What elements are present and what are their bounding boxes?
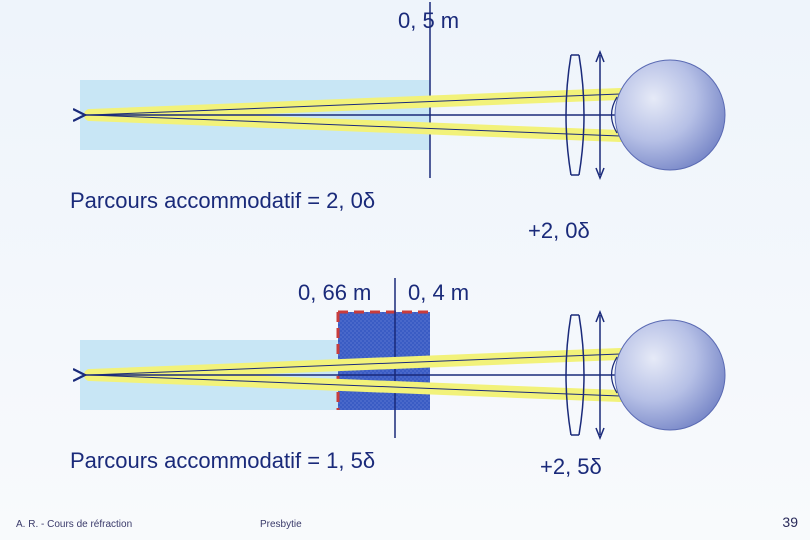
label-top-distance: 0, 5 m — [398, 8, 459, 34]
footer-mid: Presbytie — [260, 519, 302, 530]
eye-1 — [615, 60, 725, 170]
label-diopter-2: +2, 5δ — [540, 454, 602, 480]
diagram-bottom — [80, 278, 725, 438]
label-mid-d2: 0, 4 m — [408, 280, 469, 306]
footer-left: A. R. - Cours de réfraction — [16, 519, 132, 530]
footer-page: 39 — [782, 514, 798, 530]
label-diopter-1: +2, 0δ — [528, 218, 590, 244]
eye-2 — [615, 320, 725, 430]
label-parcours-1: Parcours accommodatif = 2, 0δ — [70, 188, 375, 214]
label-parcours-2: Parcours accommodatif = 1, 5δ — [70, 448, 375, 474]
label-mid-d1: 0, 66 m — [298, 280, 371, 306]
